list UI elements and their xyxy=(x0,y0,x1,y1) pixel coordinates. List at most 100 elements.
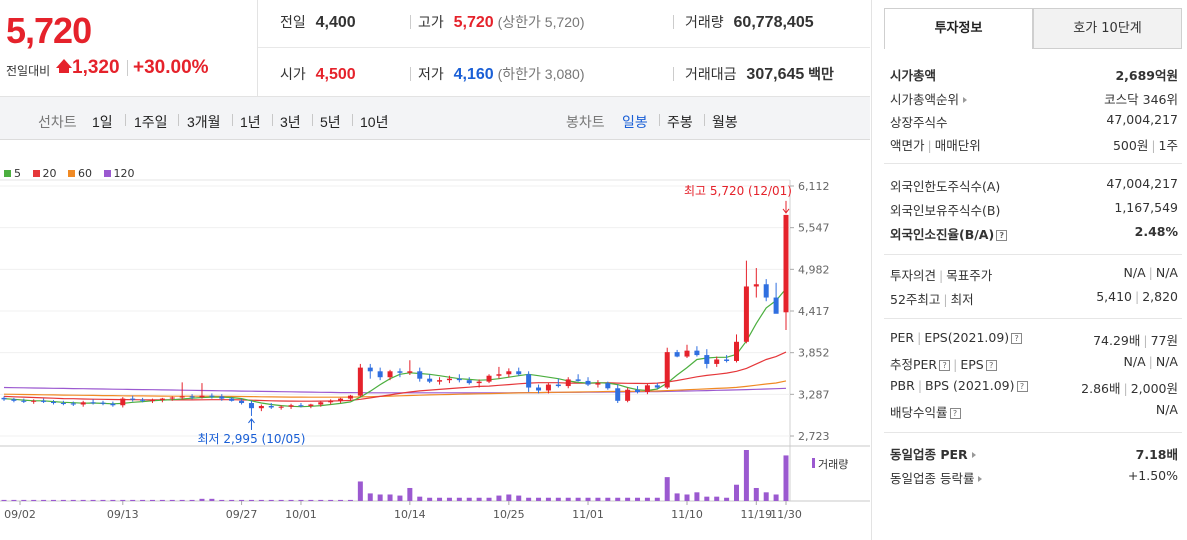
help-icon[interactable]: ? xyxy=(1016,381,1028,392)
candle-body xyxy=(407,371,413,373)
candle-daily[interactable]: 일봉 xyxy=(622,114,648,130)
est-per-row: 추정PER? | EPS? N/A | N/A xyxy=(890,354,1178,374)
candle-body xyxy=(248,403,254,409)
info-tabs: 투자정보 호가 10단계 xyxy=(884,8,1182,49)
volume-bar xyxy=(11,499,17,501)
candle-body xyxy=(149,400,155,402)
foreign-ratio-value: 2.48% xyxy=(1134,224,1178,239)
period-1d[interactable]: 1일 xyxy=(92,114,113,130)
help-icon[interactable]: ? xyxy=(985,360,997,371)
sector-change-label[interactable]: 동일업종 등락률 xyxy=(890,468,983,487)
est-eps-value: N/A xyxy=(1155,354,1178,369)
legend-ma5[interactable]: 5 xyxy=(4,167,21,180)
w52-row: 52주최고 | 최저 5,410 | 2,820 xyxy=(890,289,1178,309)
legend-ma20[interactable]: 20 xyxy=(32,167,57,180)
volume-bar xyxy=(407,487,413,501)
candle-body xyxy=(763,284,769,298)
candle-body xyxy=(704,355,710,364)
pbr-text: PBR xyxy=(890,378,915,393)
candle-body xyxy=(189,396,195,398)
period-10y[interactable]: 10년 xyxy=(360,114,389,130)
candle-body xyxy=(50,401,56,404)
price-chart[interactable]: 6,112 5,547 4,982 4,417 3,852 3,287 2,723 09/02… xyxy=(0,140,870,540)
tab-investment-info[interactable]: 투자정보 xyxy=(884,8,1033,49)
candle-body xyxy=(783,214,789,313)
volume-bar xyxy=(288,499,294,501)
volume-bar xyxy=(278,499,284,501)
candle-body xyxy=(120,398,126,406)
period-1y[interactable]: 1년 xyxy=(240,114,261,130)
candle-weekly[interactable]: 주봉 xyxy=(667,114,693,130)
help-icon[interactable]: ? xyxy=(939,360,951,371)
candle-body xyxy=(377,371,383,378)
market-cap-rank-label[interactable]: 시가총액순위 xyxy=(890,89,968,108)
help-icon[interactable]: ? xyxy=(1011,333,1023,344)
volume-bar xyxy=(704,496,710,501)
volume-bar xyxy=(90,499,96,501)
candle-body xyxy=(615,388,621,401)
volume-bar xyxy=(536,497,542,501)
period-5y[interactable]: 5년 xyxy=(320,114,341,130)
volume-bar xyxy=(625,497,631,501)
x-tick-label: 11/10 xyxy=(671,508,703,521)
period-3y[interactable]: 3년 xyxy=(280,114,301,130)
help-icon[interactable]: ? xyxy=(949,408,961,419)
bps-value: 2,000원 xyxy=(1130,381,1178,396)
legend-ma60[interactable]: 60 xyxy=(68,167,92,180)
per-values: 74.29배 | 77원 xyxy=(1093,330,1178,349)
low-label: 저가 xyxy=(418,66,444,82)
market-cap-value: 2,689억원 xyxy=(1115,68,1178,83)
sector-per-row[interactable]: 동일업종 PER 7.18배 xyxy=(890,444,1178,464)
volume-bar xyxy=(635,497,641,501)
volume-bar xyxy=(674,493,680,501)
eps-text: EPS(2021.09) xyxy=(924,330,1010,345)
market-cap-rank-row[interactable]: 시가총액순위 코스닥 346위 xyxy=(890,89,1178,109)
candle-body xyxy=(387,371,393,378)
candle-body xyxy=(753,284,759,287)
candle-body xyxy=(506,371,512,375)
candle-body xyxy=(644,385,650,392)
candle-body xyxy=(209,395,215,397)
period-1w[interactable]: 1주일 xyxy=(134,114,168,130)
sector-per-text: 동일업종 PER xyxy=(890,447,968,462)
sector-per-label[interactable]: 동일업종 PER xyxy=(890,444,976,463)
candle-body xyxy=(496,374,502,376)
legend-label: 60 xyxy=(78,167,92,180)
pbr-values: 2.86배 | 2,000원 xyxy=(1081,378,1178,397)
x-tick-label: 11/30 xyxy=(770,508,802,521)
face-value-text: 액면가 xyxy=(890,138,925,153)
candle-body xyxy=(328,400,334,403)
sector-change-row[interactable]: 동일업종 등락률 +1.50% xyxy=(890,468,1178,488)
candle-monthly[interactable]: 월봉 xyxy=(712,114,738,130)
volume-bar xyxy=(209,498,215,501)
volume-bar xyxy=(585,497,591,501)
chevron-right-icon xyxy=(963,97,968,103)
period-3m[interactable]: 3개월 xyxy=(187,114,221,130)
candle-body xyxy=(100,402,106,404)
volume-bar xyxy=(417,496,423,501)
volume-bar xyxy=(644,497,650,501)
open-value: 4,500 xyxy=(315,66,356,83)
volume-bar xyxy=(753,487,759,501)
volume-value: 60,778,405 xyxy=(733,14,814,31)
volume-bar xyxy=(555,497,561,501)
candle-body xyxy=(90,402,96,404)
volume-bar xyxy=(724,497,730,501)
legend-ma120[interactable]: 120 xyxy=(103,167,135,180)
candle-body xyxy=(308,404,314,406)
volume-bar xyxy=(347,499,353,501)
tab-order-book[interactable]: 호가 10단계 xyxy=(1033,8,1182,49)
volume-bar xyxy=(565,497,571,501)
min-annotation: 최저 2,995 (10/05) xyxy=(197,432,305,446)
candle-body xyxy=(219,396,225,399)
volume-bar xyxy=(466,497,472,501)
volume-bar xyxy=(605,497,611,501)
face-value-row: 액면가 | 매매단위 500원 | 1주 xyxy=(890,135,1178,155)
volume-label: 거래량 xyxy=(818,458,848,471)
volume-bar xyxy=(50,499,56,501)
volume-bar xyxy=(575,497,581,501)
help-icon[interactable]: ? xyxy=(996,230,1008,241)
chart-legend: 5 20 60 120 xyxy=(4,167,143,180)
period-bar: 선차트 1일 1주일 3개월 1년 3년 5년 10년 봉차트 일봉 주봉 월봉 xyxy=(0,97,870,140)
sector-change-value: +1.50% xyxy=(1127,468,1178,483)
